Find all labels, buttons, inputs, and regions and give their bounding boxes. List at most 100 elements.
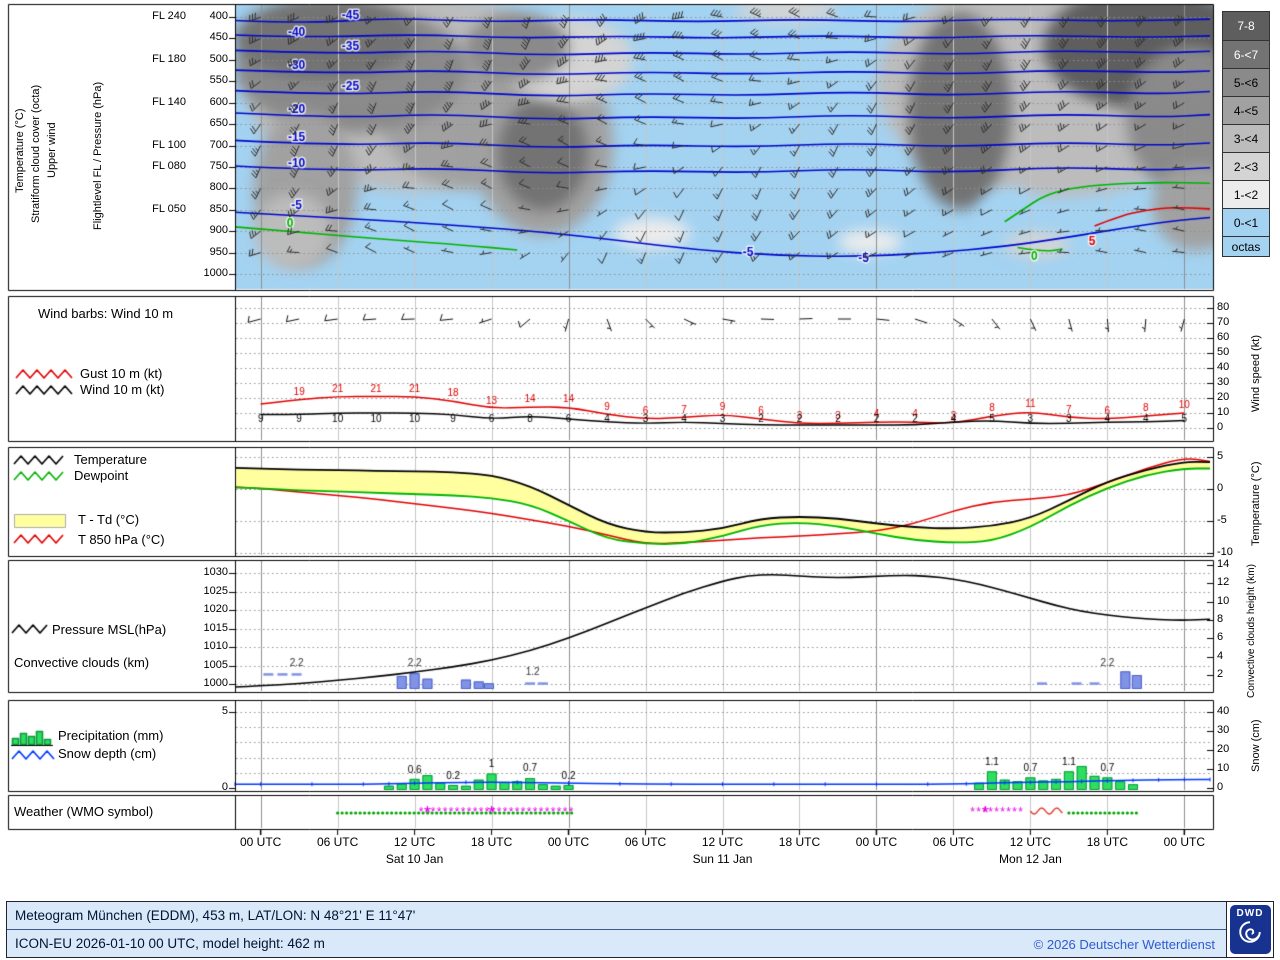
footer: Meteogram München (EDDM), 453 m, LAT/LON… <box>6 901 1274 958</box>
octas-cell: 3-<4 <box>1223 124 1269 152</box>
temperature-tick-label: 5 <box>1217 450 1224 462</box>
convective-height-tick-label: 10 <box>1217 594 1230 607</box>
wind-speed-tick-label: 50 <box>1217 346 1230 358</box>
wind-speed-tick-label: 0 <box>1217 421 1224 433</box>
time-tick-label: 12 UTC <box>701 835 744 849</box>
pressure-tick-label: 450 <box>209 31 228 44</box>
wind-speed-tick-label: 30 <box>1217 376 1230 388</box>
dwd-logo-spiral-icon <box>1239 921 1261 943</box>
upper-axis-label-upper-wind: Upper wind <box>46 122 58 178</box>
dwd-logo-text: DWD <box>1236 908 1264 919</box>
convective-height-tick-label: 4 <box>1217 649 1224 662</box>
time-tick-label: 06 UTC <box>624 835 667 849</box>
octas-cell: 6-<7 <box>1223 40 1269 68</box>
precipitation-tick-label: 5 <box>221 705 228 717</box>
time-tick-label: 00 UTC <box>547 835 590 849</box>
time-tick-label: 12 UTC <box>1009 835 1052 849</box>
wind-speed-tick-label: 40 <box>1217 361 1230 373</box>
time-tick-label: 18 UTC <box>1086 835 1129 849</box>
octas-cell: 2-<3 <box>1223 152 1269 180</box>
convective-height-tick-label: 6 <box>1217 631 1224 644</box>
flightlevel-tick-label: FL 080 <box>152 159 186 172</box>
pressure-tick-label: 550 <box>209 74 228 87</box>
time-tick-label: 18 UTC <box>470 835 513 849</box>
temperature-tick-label: -10 <box>1217 546 1233 558</box>
station-info: Meteogram München (EDDM), 453 m, LAT/LON… <box>15 908 416 923</box>
pressure-tick-label: 750 <box>209 159 228 172</box>
snow-tick-label: 30 <box>1217 724 1230 736</box>
pressure-tick-label: 650 <box>209 117 228 130</box>
wind-legend-label: Wind 10 m (kt) <box>80 382 165 397</box>
time-tick-label: 06 UTC <box>932 835 975 849</box>
time-tick-label: 06 UTC <box>316 835 359 849</box>
octas-cell: 1-<2 <box>1223 180 1269 208</box>
octas-legend: 7-8 6-<7 5-<6 4-<5 3-<4 2-<3 1-<2 0-<1 octas <box>1222 11 1270 257</box>
time-tick-label: 00 UTC <box>239 835 282 849</box>
flightlevel-tick-label: FL 240 <box>152 10 186 22</box>
dwd-logo-square: DWD <box>1229 905 1271 954</box>
snow-depth-legend-label: Snow depth (cm) <box>58 746 157 761</box>
pressure-tick-label: 1000 <box>203 267 228 279</box>
model-run-info: ICON-EU 2026-01-10 00 UTC, model height:… <box>15 936 325 951</box>
time-tick-label: 12 UTC <box>393 835 436 849</box>
convective-legend-label: Convective clouds (km) <box>14 655 150 670</box>
flightlevel-tick-label: FL 100 <box>152 138 186 151</box>
pressure-tick-label: 400 <box>209 10 228 22</box>
time-tick-label: 00 UTC <box>855 835 898 849</box>
pressure-tick-label: 800 <box>209 181 228 194</box>
wind-speed-tick-label: 10 <box>1217 406 1230 418</box>
wind-speed-tick-label: 60 <box>1217 331 1230 343</box>
snow-tick-label: 0 <box>1217 781 1224 793</box>
octas-cell: 0-<1 <box>1223 208 1269 236</box>
snow-tick-label: 10 <box>1217 762 1230 774</box>
convective-axis-label: Convective clouds height (km) <box>1246 564 1257 698</box>
flightlevel-tick-label: FL 180 <box>152 52 186 65</box>
pressure-msl-tick-label: 1005 <box>203 658 228 671</box>
octas-unit-label: octas <box>1223 236 1269 256</box>
pressure-tick-label: 700 <box>209 138 228 151</box>
snow-tick-label: 40 <box>1217 705 1230 717</box>
day-label: Sun 11 Jan <box>692 852 753 866</box>
flightlevel-tick-label: FL 050 <box>152 202 186 215</box>
convective-height-tick-label: 2 <box>1217 668 1224 680</box>
dewpoint-legend-label: Dewpoint <box>74 468 129 483</box>
pressure-legend-label: Pressure MSL(hPa) <box>52 622 167 637</box>
day-label: Mon 12 Jan <box>999 852 1062 866</box>
precipitation-tick-label: 0 <box>221 781 228 793</box>
temperature-tick-label: -5 <box>1217 514 1227 526</box>
flightlevel-tick-label: FL 140 <box>152 95 186 108</box>
pressure-msl-tick-label: 1000 <box>203 677 228 689</box>
pressure-msl-tick-label: 1015 <box>203 621 228 634</box>
precipitation-legend-label: Precipitation (mm) <box>58 728 164 743</box>
footer-row-model: ICON-EU 2026-01-10 00 UTC, model height:… <box>7 930 1273 958</box>
pressure-msl-tick-label: 1030 <box>203 566 228 578</box>
wind-speed-axis-label: Wind speed (kt) <box>1250 334 1262 412</box>
copyright-text: © 2026 Deutscher Wetterdienst <box>1033 937 1215 952</box>
time-tick-label: 18 UTC <box>778 835 821 849</box>
octas-cell: 7-8 <box>1223 12 1269 40</box>
snow-tick-label: 20 <box>1217 743 1230 755</box>
time-tick-label: 00 UTC <box>1163 835 1205 849</box>
convective-height-tick-label: 8 <box>1217 613 1224 625</box>
footer-row-station: Meteogram München (EDDM), 453 m, LAT/LON… <box>7 902 1273 930</box>
pressure-msl-tick-label: 1010 <box>203 640 228 652</box>
day-label: Sat 10 Jan <box>385 852 444 866</box>
pressure-tick-label: 500 <box>209 52 228 65</box>
convective-height-tick-label: 12 <box>1217 576 1230 589</box>
dwd-logo: DWD <box>1226 902 1273 957</box>
temperature-axis-label: Temperature (°C) <box>1250 461 1262 546</box>
gust-legend-label: Gust 10 m (kt) <box>80 366 163 381</box>
upper-axis-label-temperature: Temperature (°C) <box>14 108 26 193</box>
pressure-tick-label: 900 <box>209 224 228 237</box>
octas-cell: 5-<6 <box>1223 68 1269 96</box>
upper-axis-label-cloud-cover: Stratiform cloud cover (octa) <box>30 84 42 223</box>
pressure-msl-tick-label: 1025 <box>203 584 228 597</box>
t850-legend-label: T 850 hPa (°C) <box>78 532 165 547</box>
convective-height-tick-label: 14 <box>1217 558 1230 570</box>
wind-speed-tick-label: 80 <box>1217 301 1230 313</box>
pressure-tick-label: 950 <box>209 245 228 258</box>
pressure-msl-tick-label: 1020 <box>203 603 228 615</box>
wind-speed-tick-label: 70 <box>1217 316 1230 328</box>
